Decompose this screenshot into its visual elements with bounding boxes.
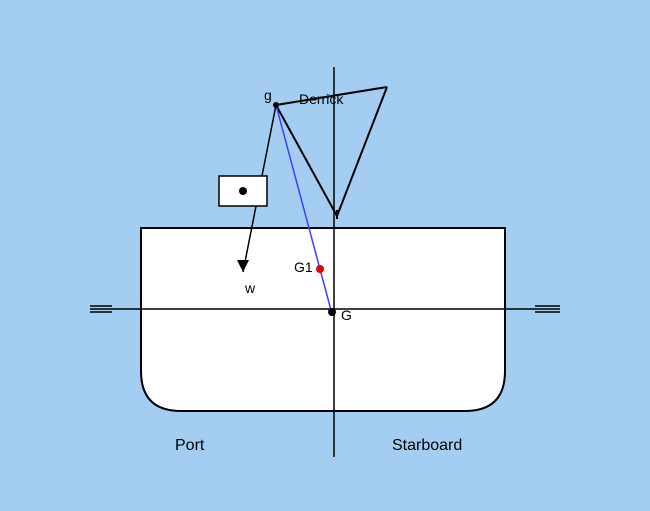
label-port: Port [175,437,205,454]
label-capital-g: G [341,307,352,323]
point-g1-icon [316,265,324,273]
point-g-icon [273,102,279,108]
ship-hull [141,228,505,411]
label-starboard: Starboard [392,437,462,454]
label-g: g [264,87,272,103]
label-derrick: Derrick [299,91,344,107]
label-w: w [244,280,256,296]
label-g1: G1 [294,259,313,275]
point-capital-g-icon [328,308,336,316]
load-center-point-icon [239,187,247,195]
